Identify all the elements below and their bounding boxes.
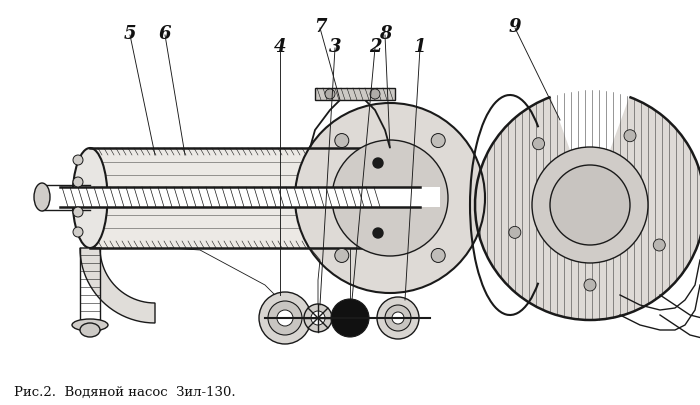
- Circle shape: [373, 158, 383, 168]
- Ellipse shape: [268, 301, 302, 335]
- Ellipse shape: [34, 183, 50, 211]
- Text: 6: 6: [159, 25, 172, 43]
- Circle shape: [624, 130, 636, 142]
- Wedge shape: [475, 97, 700, 320]
- Circle shape: [653, 239, 665, 251]
- Circle shape: [295, 103, 485, 293]
- Circle shape: [370, 89, 380, 99]
- Ellipse shape: [73, 148, 108, 248]
- Text: 3: 3: [329, 38, 342, 56]
- Text: 4: 4: [274, 38, 286, 56]
- Circle shape: [509, 226, 521, 239]
- Circle shape: [332, 140, 448, 256]
- Circle shape: [584, 279, 596, 291]
- Circle shape: [431, 134, 445, 147]
- Circle shape: [73, 227, 83, 237]
- Circle shape: [73, 207, 83, 217]
- Circle shape: [550, 165, 630, 245]
- Circle shape: [533, 138, 545, 150]
- Polygon shape: [80, 248, 155, 323]
- Ellipse shape: [72, 319, 108, 331]
- Text: 7: 7: [314, 18, 326, 36]
- Circle shape: [325, 89, 335, 99]
- Text: Рис.2.  Водяной насос  Зил-130.: Рис.2. Водяной насос Зил-130.: [14, 386, 236, 399]
- Text: 2: 2: [369, 38, 382, 56]
- Circle shape: [73, 155, 83, 165]
- Ellipse shape: [392, 312, 404, 324]
- Circle shape: [373, 228, 383, 238]
- Text: 8: 8: [379, 25, 391, 43]
- Ellipse shape: [277, 310, 293, 326]
- Circle shape: [335, 248, 349, 262]
- Ellipse shape: [80, 323, 100, 337]
- Bar: [60, 187, 440, 207]
- Ellipse shape: [259, 292, 311, 344]
- Ellipse shape: [385, 305, 411, 331]
- Text: 1: 1: [414, 38, 426, 56]
- Text: 5: 5: [124, 25, 136, 43]
- Circle shape: [431, 248, 445, 262]
- Bar: [315, 88, 395, 100]
- Circle shape: [532, 147, 648, 263]
- Ellipse shape: [377, 297, 419, 339]
- Ellipse shape: [331, 299, 369, 337]
- Ellipse shape: [304, 304, 332, 332]
- Bar: [90, 148, 370, 248]
- Circle shape: [335, 134, 349, 147]
- Text: 9: 9: [509, 18, 522, 36]
- Ellipse shape: [311, 311, 325, 325]
- Circle shape: [73, 177, 83, 187]
